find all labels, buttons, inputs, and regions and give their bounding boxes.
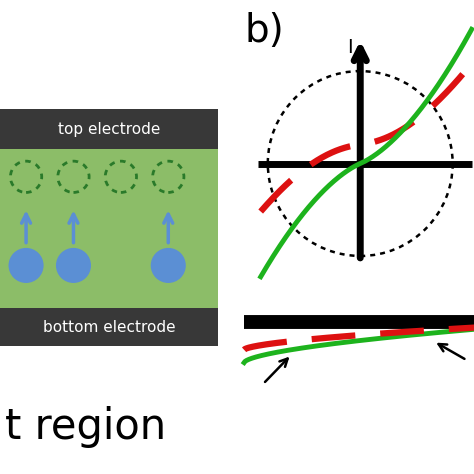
Circle shape (151, 248, 186, 283)
Bar (0, 308, 218, 346)
Text: b): b) (244, 12, 284, 50)
Text: bottom electrode: bottom electrode (43, 319, 175, 335)
Circle shape (56, 248, 91, 283)
Text: I: I (347, 38, 353, 57)
Bar (0, 109, 218, 149)
Circle shape (9, 248, 44, 283)
Text: t region: t region (5, 406, 166, 447)
Bar (0, 149, 218, 308)
Text: top electrode: top electrode (58, 122, 160, 137)
